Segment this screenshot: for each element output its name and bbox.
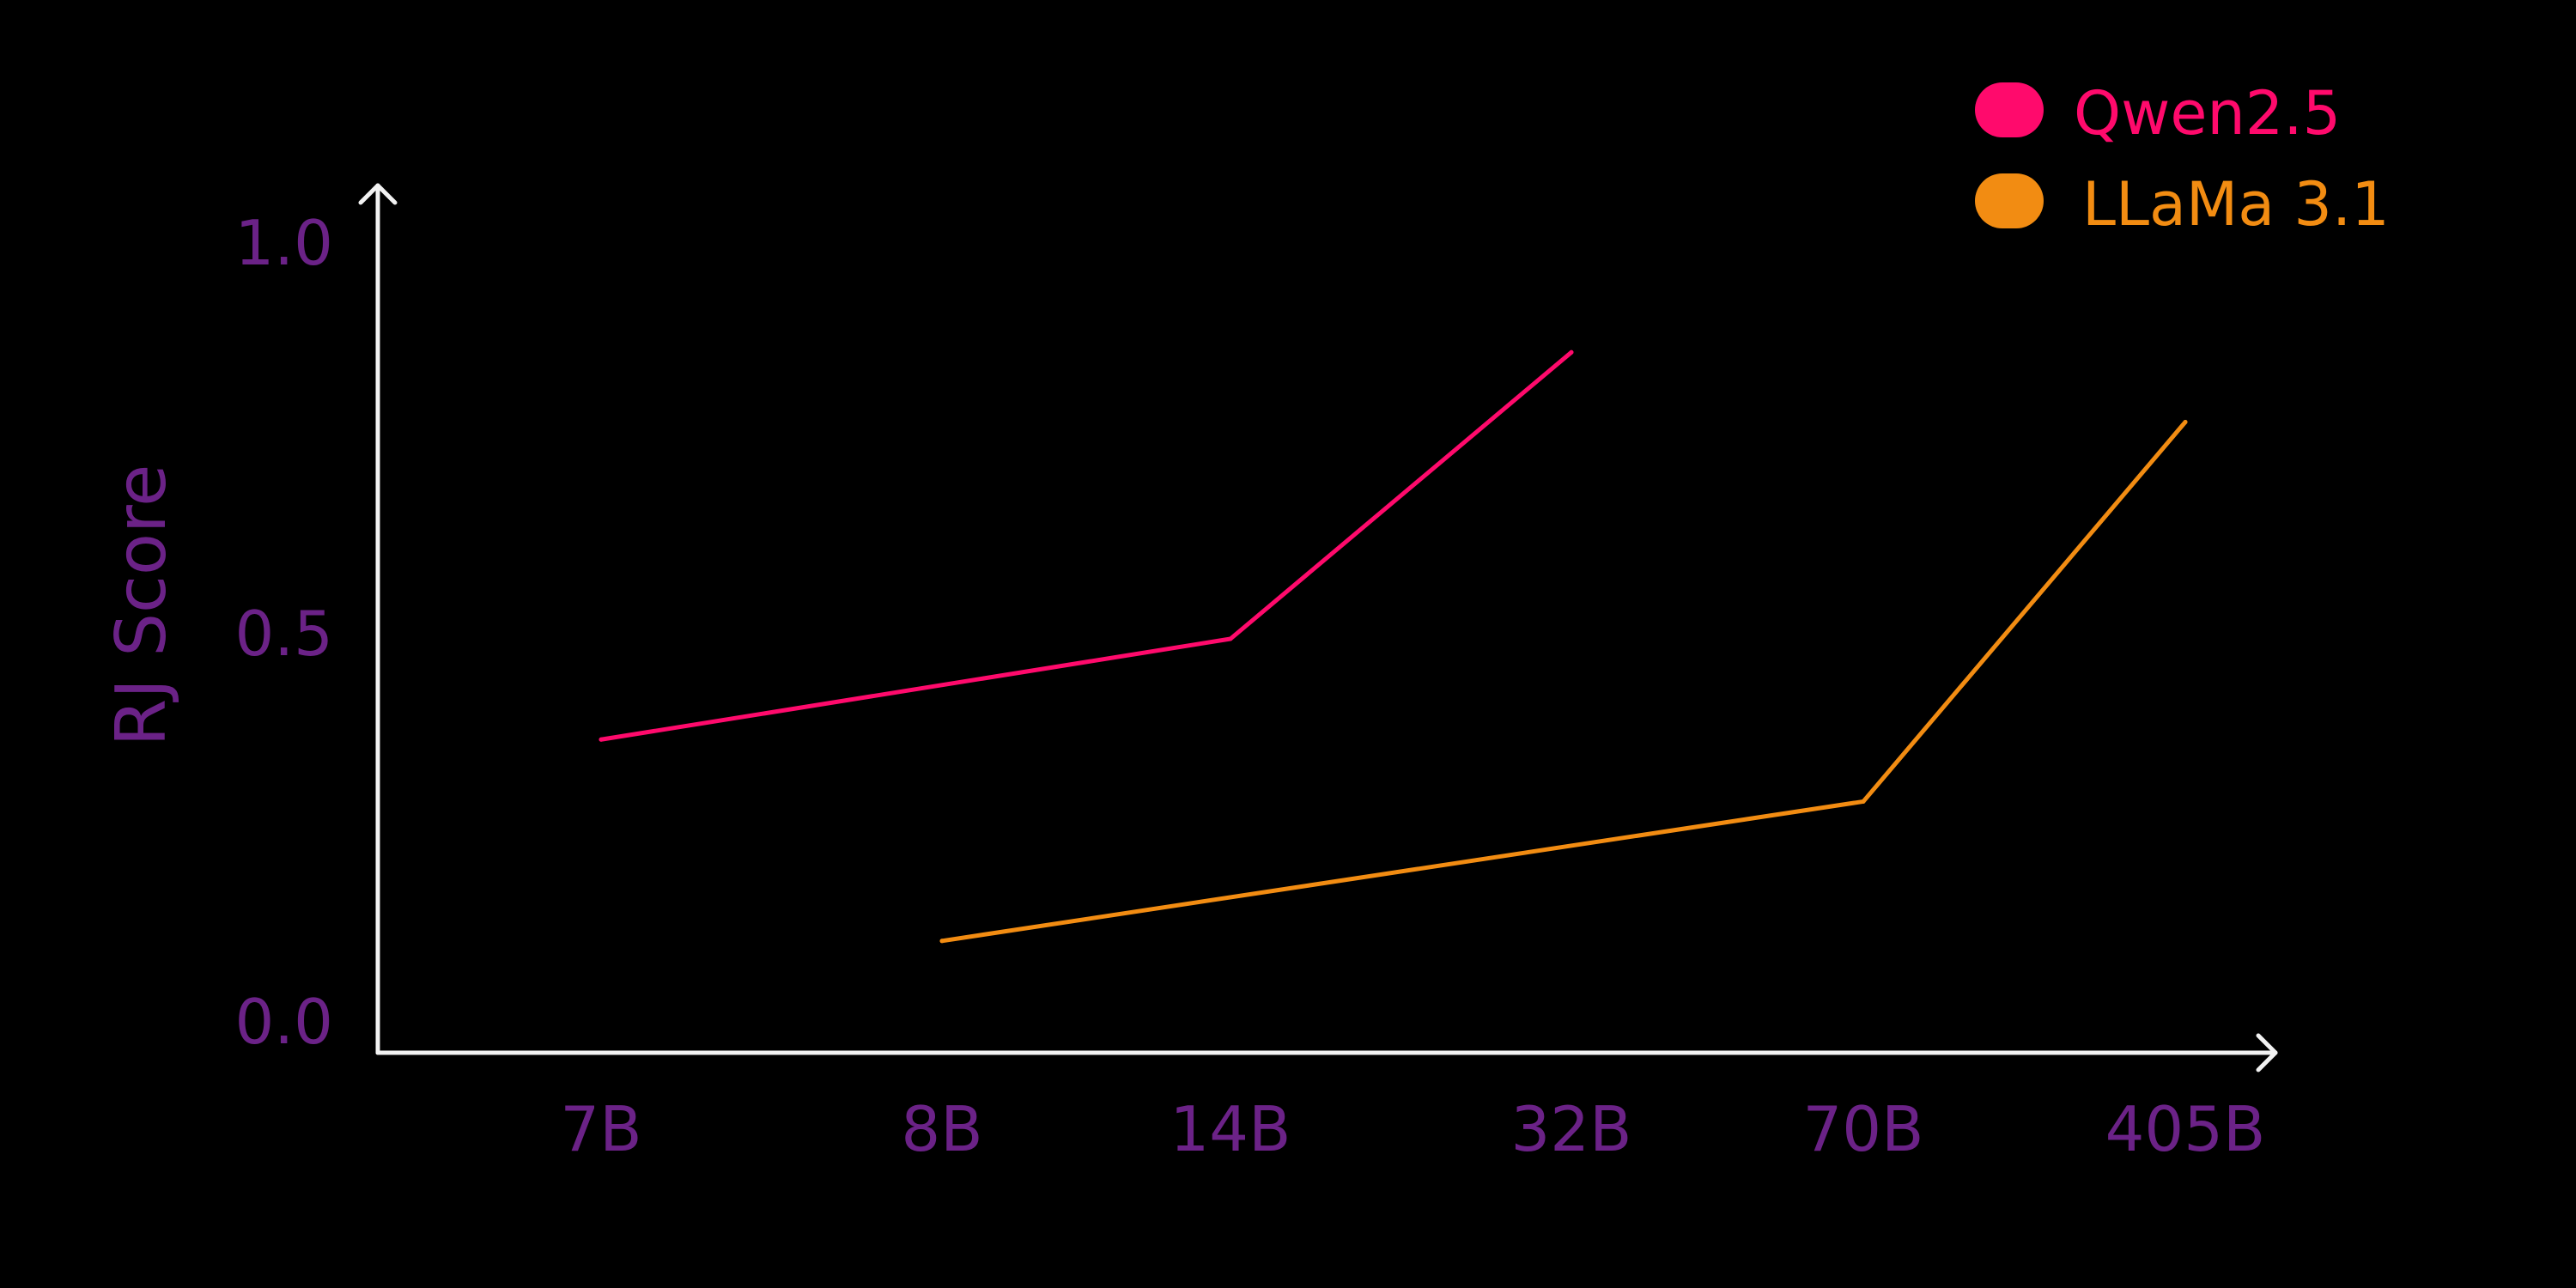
y-tick-labels: 1.0 0.5 0.0 [234, 207, 333, 1058]
data-point-qwen-14b [1228, 636, 1233, 641]
data-point-llama-405b [2183, 419, 2188, 424]
x-tick-label-8b: 8B [901, 1093, 982, 1165]
data-point-qwen-32b [1569, 349, 1574, 355]
x-tick-label-14b: 14B [1170, 1093, 1291, 1165]
legend: Qwen2.5 LLaMa 3.1 [1975, 78, 2390, 240]
x-tick-label-70b: 70B [1802, 1093, 1923, 1165]
axes [358, 183, 2278, 1072]
series-lines [598, 349, 2188, 944]
y-tick-label-0-5: 0.5 [234, 598, 333, 670]
x-tick-label-405b: 405B [2105, 1093, 2266, 1165]
data-point-llama-70b [1861, 799, 1866, 804]
legend-item-llama: LLaMa 3.1 [1975, 169, 2390, 240]
data-point-llama-8b [939, 939, 945, 944]
data-point-qwen-7b [598, 737, 604, 742]
y-axis-arrowhead [358, 183, 398, 205]
x-axis-arrowhead [2256, 1033, 2278, 1072]
y-axis-title: RJ Score [101, 465, 181, 747]
legend-swatch-llama [1975, 173, 2044, 228]
legend-label-llama: LLaMa 3.1 [2082, 169, 2390, 240]
legend-swatch-qwen [1975, 82, 2044, 137]
x-tick-label-7b: 7B [560, 1093, 641, 1165]
y-tick-label-1-0: 1.0 [234, 207, 333, 279]
y-tick-label-0-0: 0.0 [234, 986, 333, 1058]
legend-item-qwen: Qwen2.5 [1975, 78, 2341, 149]
legend-label-qwen: Qwen2.5 [2074, 78, 2341, 149]
x-tick-label-32b: 32B [1510, 1093, 1631, 1165]
x-tick-labels: 7B 8B 14B 32B 70B 405B [560, 1093, 2265, 1165]
